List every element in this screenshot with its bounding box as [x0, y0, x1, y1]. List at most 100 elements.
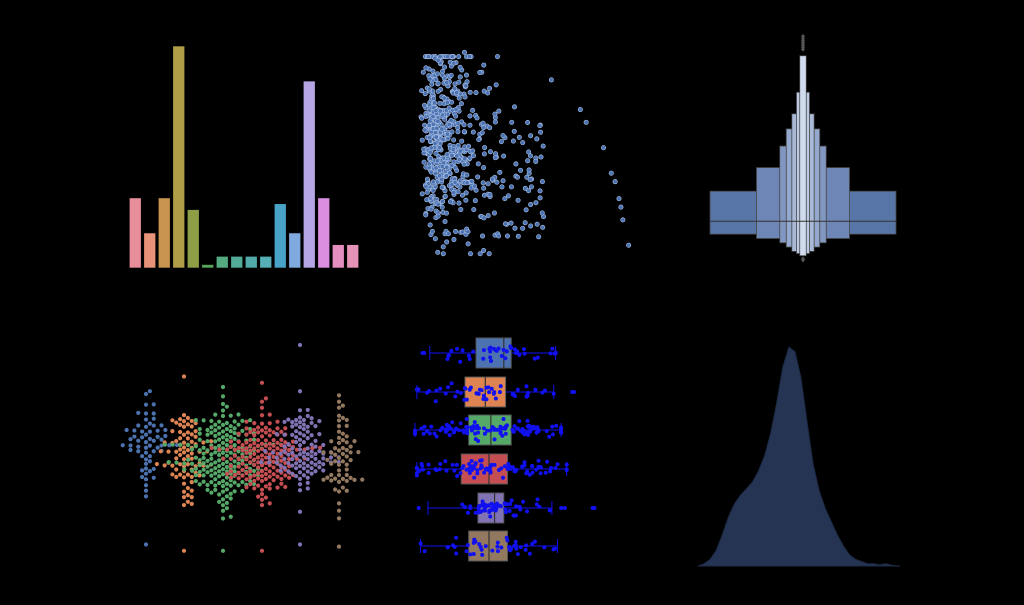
swarm-point: [340, 485, 345, 490]
swarm-point: [147, 436, 152, 441]
scatter-point: [444, 80, 450, 86]
swarm-point: [166, 449, 171, 454]
swarm-point: [263, 495, 268, 500]
swarm-point: [244, 471, 249, 476]
box-point: [515, 552, 520, 557]
box-point: [521, 499, 526, 504]
box-point: [508, 344, 513, 349]
swarm-point: [294, 429, 299, 434]
swarm-point: [321, 442, 326, 448]
scatter-point: [533, 158, 539, 164]
swarm-point: [317, 460, 322, 465]
scatter-point: [505, 193, 511, 199]
scatter-point: [437, 100, 443, 106]
scatter-point: [426, 161, 432, 167]
swarm-point: [155, 445, 160, 450]
box-point: [490, 548, 495, 553]
swarm-point: [263, 455, 268, 460]
swarm-point: [232, 472, 237, 478]
swarm-point: [340, 415, 345, 420]
scatter-point: [481, 185, 487, 191]
scatter-point: [528, 184, 534, 190]
scatter-point: [481, 125, 487, 131]
scatter-point: [534, 136, 540, 142]
swarm-point: [143, 457, 149, 462]
swarm-point: [224, 459, 229, 464]
swarm-point: [301, 450, 306, 455]
swarm-point: [220, 413, 226, 419]
swarm-point: [259, 413, 265, 418]
swarm-point: [151, 411, 156, 416]
swarm-point: [325, 475, 330, 480]
swarm-point: [282, 465, 287, 470]
box-point: [492, 390, 497, 395]
scatter-point: [528, 223, 534, 229]
swarm-point: [317, 419, 322, 424]
scatter-point: [473, 90, 479, 96]
swarm-point: [220, 489, 226, 494]
scatter-point: [442, 64, 448, 70]
swarm-point: [232, 453, 237, 458]
swarm-point: [259, 380, 265, 385]
swarm-point: [344, 440, 349, 445]
swarm-point: [220, 516, 226, 521]
box-point: [487, 508, 492, 513]
swarm-point: [224, 420, 229, 426]
swarm-point: [321, 462, 326, 467]
scatter-point: [452, 86, 458, 92]
scatter-point: [456, 156, 462, 162]
box-point: [414, 465, 419, 470]
box-point: [421, 467, 426, 472]
scatter-point: [452, 81, 458, 87]
swarm-point: [220, 483, 226, 489]
box-point: [478, 544, 483, 549]
box-point: [465, 543, 470, 548]
swarm-point: [267, 412, 272, 417]
swarm-point: [267, 474, 272, 479]
box-point: [454, 426, 459, 431]
swarm-point: [252, 446, 257, 451]
swarm-point: [217, 447, 222, 452]
swarm-point: [209, 445, 214, 451]
bar: [187, 209, 200, 269]
box-point: [548, 351, 553, 356]
swarm-point: [259, 492, 265, 497]
scatter-point: [512, 225, 518, 231]
box-point: [471, 349, 476, 354]
box-point: [520, 426, 525, 431]
swarm-point: [217, 437, 222, 442]
scatter-point: [467, 113, 473, 119]
swarm-point: [181, 419, 187, 424]
swarm-point: [189, 488, 194, 493]
swarm-point: [333, 452, 338, 457]
swarm-point: [259, 497, 265, 502]
swarm-point: [263, 425, 268, 430]
swarm-point: [340, 445, 345, 451]
scatter-point: [439, 176, 445, 182]
swarm-point: [329, 472, 334, 478]
scatter-point: [533, 200, 539, 206]
swarm-point: [217, 463, 222, 469]
swarm-point: [297, 488, 303, 493]
scatter-point: [577, 107, 583, 113]
box-point: [518, 545, 523, 550]
swarm-point: [213, 477, 218, 482]
swarm-point: [256, 476, 261, 481]
swarm-point: [252, 451, 257, 457]
box-point: [462, 397, 467, 402]
swarm-point: [201, 467, 206, 472]
scatter-point: [460, 229, 466, 235]
scatter-point: [451, 237, 457, 243]
scatter-point: [439, 112, 445, 118]
swarm-point: [128, 437, 133, 442]
scatter-point: [523, 207, 529, 213]
scatter-point: [479, 130, 485, 136]
swarm-point: [267, 482, 272, 487]
swarm-point: [174, 438, 179, 444]
swarm-point: [182, 467, 187, 472]
swarm-point: [209, 468, 214, 473]
swarm-point: [290, 471, 295, 476]
swarm-point: [333, 476, 338, 481]
scatter-point: [440, 137, 446, 143]
